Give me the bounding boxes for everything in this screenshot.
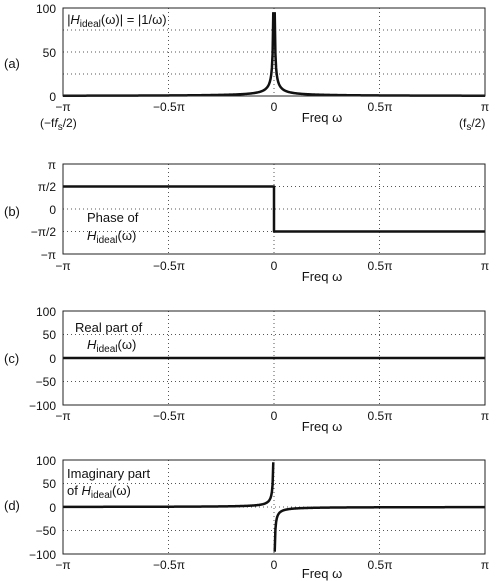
xtick-d-0: −π (55, 558, 70, 572)
xtick-c-1: −0.5π (153, 409, 185, 423)
ytick-c-m50: −50 (36, 375, 57, 389)
ytick-a-100: 100 (36, 2, 56, 16)
ytick-b-pi2: π/2 (38, 180, 57, 194)
ytick-c-100: 100 (36, 305, 56, 319)
ytick-b-mpi2: −π/2 (31, 225, 57, 239)
ytick-d-100: 100 (36, 454, 56, 468)
annotation-b-line1: Phase of (87, 210, 139, 225)
xtick-b-1: −0.5π (153, 259, 185, 273)
grid-a (63, 8, 485, 96)
xtick-b-0: −π (55, 259, 70, 273)
xtick-c-3: 0.5π (368, 409, 393, 423)
annotation-a: |Hideal(ω)| = |1/ω) (67, 12, 167, 30)
xtick-b-3: 0.5π (368, 259, 393, 273)
frame-a (62, 7, 486, 97)
ytick-c-50: 50 (43, 328, 57, 342)
panel-a: (a) 100 50 0 −π −0.5π 0 0.5π π (−ffs/2) … (4, 2, 489, 133)
xtick-d-2: 0 (271, 558, 278, 572)
xtick-c-0: −π (55, 409, 70, 423)
annotation-c-line1: Real part of (75, 320, 143, 335)
xtick-a-3: 0.5π (368, 100, 393, 114)
xlabel-d: Freq ω (302, 566, 343, 581)
xtick-a-fs-left: (−ffs/2) (40, 116, 77, 133)
xtick-d-1: −0.5π (153, 558, 185, 572)
xtick-a-4: π (481, 100, 489, 114)
annotation-d-line1: Imaginary part (67, 466, 150, 481)
xtick-a-fs-right: (fs/2) (459, 116, 485, 133)
xtick-c-4: π (481, 409, 489, 423)
ytick-a-50: 50 (43, 46, 57, 60)
xtick-a-2: 0 (271, 100, 278, 114)
panel-label-c: (c) (4, 351, 19, 366)
panel-b: (b) π π/2 0 −π/2 −π −π −0.5π 0 0.5π π Fr… (4, 158, 489, 284)
ytick-b-0: 0 (49, 203, 56, 217)
xtick-c-2: 0 (271, 409, 278, 423)
ytick-c-m100: −100 (29, 399, 56, 413)
panel-label-a: (a) (4, 56, 20, 71)
ytick-d-50: 50 (43, 477, 57, 491)
xtick-b-2: 0 (271, 259, 278, 273)
xtick-d-4: π (481, 558, 489, 572)
frame-b (62, 163, 486, 255)
xlabel-a: Freq ω (302, 110, 343, 125)
xtick-a-0: −π (55, 100, 70, 114)
curve-d-imag (62, 462, 486, 552)
frame-c (62, 310, 486, 406)
annotation-c-line2: Hideal(ω) (87, 337, 136, 355)
annotation-d-line2: of Hideal(ω) (67, 483, 131, 501)
xtick-b-4: π (481, 259, 489, 273)
xtick-a-1: −0.5π (153, 100, 185, 114)
panel-label-b: (b) (4, 204, 20, 219)
ytick-b-mpi: −π (41, 248, 56, 262)
curve-b-phase (63, 185, 485, 233)
annotation-b-line2: Hideal(ω) (87, 228, 136, 246)
panel-d: (d) 100 50 0 −50 −100 −π −0.5π 0 0.5π π … (4, 454, 489, 581)
ytick-d-m100: −100 (29, 548, 56, 562)
ytick-c-0: 0 (49, 352, 56, 366)
xtick-d-3: 0.5π (368, 558, 393, 572)
ytick-b-pi: π (48, 158, 56, 172)
xlabel-b: Freq ω (302, 269, 343, 284)
panel-label-d: (d) (4, 498, 20, 513)
ytick-d-0: 0 (49, 501, 56, 515)
ytick-a-0: 0 (49, 90, 56, 104)
xlabel-c: Freq ω (302, 419, 343, 434)
panel-c: (c) 100 50 0 −50 −100 −π −0.5π 0 0.5π π … (4, 305, 489, 434)
frame-d (62, 459, 486, 555)
ytick-d-m50: −50 (36, 524, 57, 538)
